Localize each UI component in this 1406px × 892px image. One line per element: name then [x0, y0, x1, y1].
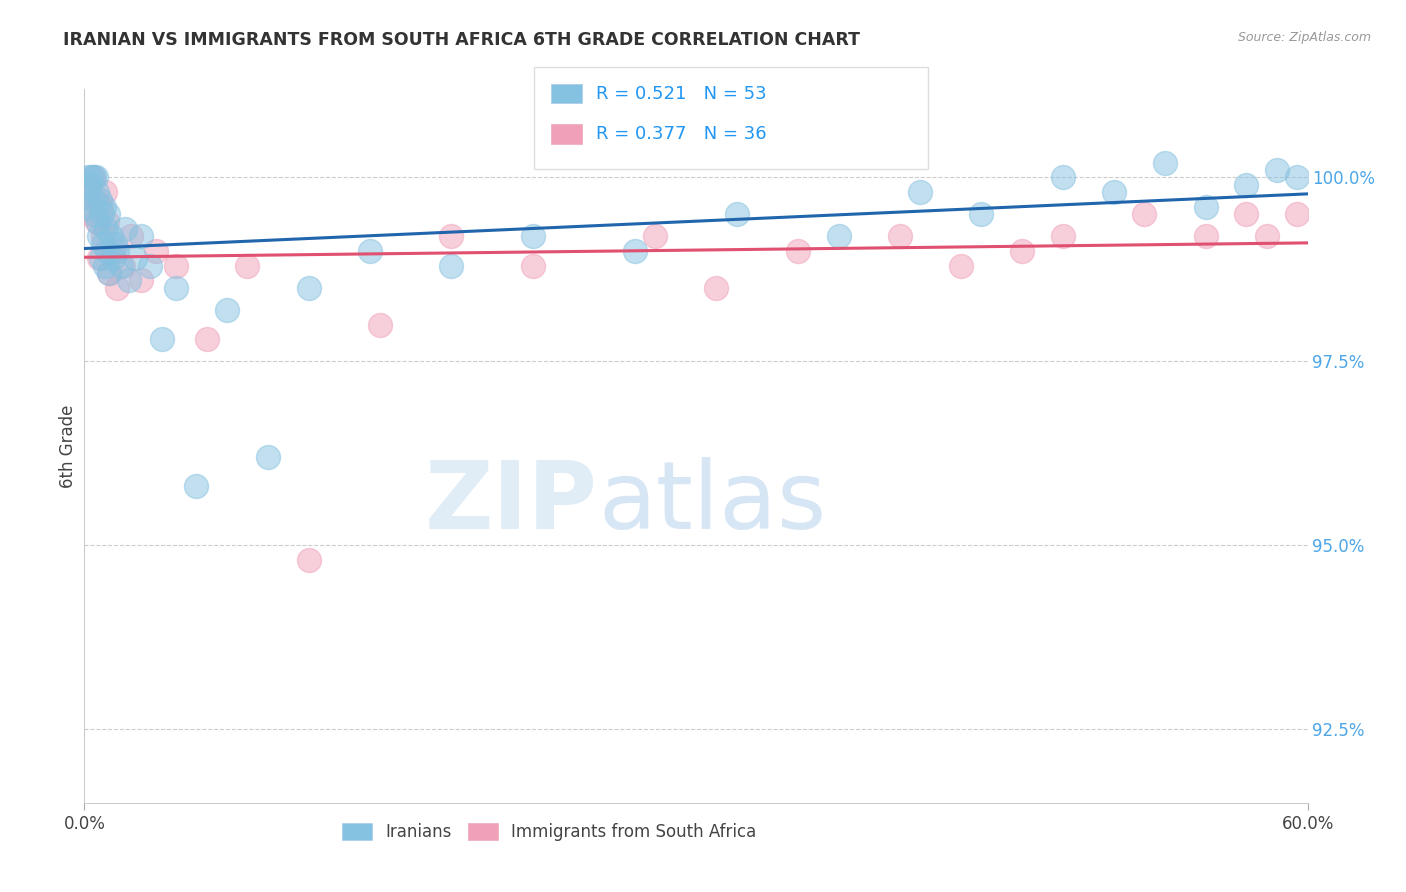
- Point: [910, 185, 932, 199]
- Point: [1265, 163, 1288, 178]
- Point: [100, 229, 122, 244]
- Point: [522, 259, 544, 273]
- Point: [118, 273, 141, 287]
- Point: [828, 229, 851, 244]
- Point: [104, 236, 127, 251]
- Point: [83, 207, 105, 221]
- Point: [1133, 207, 1156, 221]
- Point: [1154, 155, 1177, 169]
- Point: [96, 214, 118, 228]
- Point: [114, 222, 136, 236]
- Point: [1052, 229, 1074, 244]
- Point: [1052, 170, 1074, 185]
- Point: [1236, 178, 1258, 192]
- Point: [93, 200, 115, 214]
- Point: [624, 244, 647, 258]
- Point: [77, 185, 100, 199]
- Point: [1195, 229, 1218, 244]
- Point: [105, 244, 128, 258]
- Point: [440, 259, 463, 273]
- Point: [79, 200, 101, 214]
- Point: [97, 266, 120, 280]
- Point: [186, 479, 208, 493]
- Point: [79, 207, 101, 221]
- Point: [84, 170, 107, 185]
- Point: [787, 244, 810, 258]
- Point: [82, 170, 104, 185]
- Text: atlas: atlas: [598, 457, 827, 549]
- Point: [522, 229, 544, 244]
- Point: [1286, 170, 1309, 185]
- Point: [112, 259, 135, 273]
- Point: [101, 252, 124, 266]
- Point: [120, 229, 142, 244]
- Point: [87, 252, 110, 266]
- Point: [1195, 200, 1218, 214]
- Point: [1102, 185, 1125, 199]
- Point: [91, 229, 114, 244]
- Point: [87, 229, 110, 244]
- Point: [889, 229, 911, 244]
- Y-axis label: 6th Grade: 6th Grade: [59, 404, 77, 488]
- Point: [298, 281, 321, 295]
- Point: [90, 252, 112, 266]
- Point: [79, 178, 101, 192]
- Point: [257, 450, 280, 464]
- Point: [165, 281, 187, 295]
- Point: [91, 236, 114, 251]
- Point: [82, 193, 104, 207]
- Point: [706, 281, 728, 295]
- Point: [1286, 207, 1309, 221]
- Legend: Iranians, Immigrants from South Africa: Iranians, Immigrants from South Africa: [335, 816, 763, 848]
- Point: [90, 207, 112, 221]
- Point: [86, 214, 108, 228]
- Point: [359, 244, 381, 258]
- Text: R = 0.521   N = 53: R = 0.521 N = 53: [596, 85, 766, 103]
- Point: [76, 185, 98, 199]
- Text: R = 0.377   N = 36: R = 0.377 N = 36: [596, 125, 766, 143]
- Point: [96, 244, 118, 258]
- Point: [89, 193, 111, 207]
- Point: [644, 229, 666, 244]
- Text: Source: ZipAtlas.com: Source: ZipAtlas.com: [1237, 31, 1371, 45]
- Point: [131, 273, 153, 287]
- Point: [83, 170, 105, 185]
- Point: [165, 259, 187, 273]
- Point: [145, 244, 167, 258]
- Point: [725, 207, 748, 221]
- Point: [970, 207, 993, 221]
- Point: [195, 332, 218, 346]
- Point: [124, 252, 146, 266]
- Point: [105, 281, 128, 295]
- Point: [93, 259, 115, 273]
- Point: [101, 244, 124, 258]
- Point: [86, 214, 108, 228]
- Point: [97, 266, 120, 280]
- Text: IRANIAN VS IMMIGRANTS FROM SOUTH AFRICA 6TH GRADE CORRELATION CHART: IRANIAN VS IMMIGRANTS FROM SOUTH AFRICA …: [63, 31, 860, 49]
- Point: [93, 185, 115, 199]
- Point: [150, 332, 173, 346]
- Point: [83, 193, 105, 207]
- Point: [236, 259, 259, 273]
- Point: [440, 229, 463, 244]
- Point: [138, 259, 160, 273]
- Point: [80, 170, 103, 185]
- Point: [86, 185, 108, 199]
- Point: [97, 207, 120, 221]
- Point: [950, 259, 973, 273]
- Point: [77, 170, 100, 185]
- Point: [1256, 229, 1278, 244]
- Point: [368, 318, 391, 332]
- Point: [217, 302, 239, 317]
- Point: [90, 200, 112, 214]
- Point: [298, 553, 321, 567]
- Point: [110, 259, 132, 273]
- Point: [1236, 207, 1258, 221]
- Point: [131, 229, 153, 244]
- Text: ZIP: ZIP: [425, 457, 598, 549]
- Point: [1011, 244, 1033, 258]
- Point: [94, 222, 117, 236]
